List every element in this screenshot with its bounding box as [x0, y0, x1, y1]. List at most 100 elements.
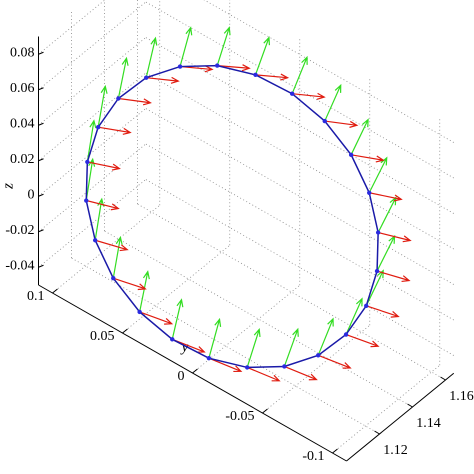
grid-line	[38, 143, 147, 233]
arrow	[118, 97, 152, 106]
arrow	[87, 161, 121, 171]
x-tick	[374, 430, 380, 435]
arrow	[145, 36, 158, 78]
curve-point	[215, 63, 220, 68]
z-tick	[38, 264, 44, 268]
y-tick	[332, 448, 338, 454]
curve-point	[348, 152, 354, 158]
y-axis-label: y	[180, 339, 189, 355]
z-tick	[38, 122, 44, 126]
arrow	[246, 366, 281, 382]
curve-point	[322, 118, 327, 124]
y-tick	[262, 408, 268, 414]
arrow	[208, 317, 222, 359]
x-tick	[407, 403, 413, 408]
arrow	[217, 64, 251, 72]
grid-line	[332, 364, 441, 454]
arrow	[98, 126, 132, 135]
arrow	[324, 83, 342, 122]
y-tick	[122, 328, 128, 334]
arrow	[171, 298, 184, 340]
arrow	[351, 154, 385, 163]
curve-point	[170, 337, 175, 342]
grid-line	[104, 230, 413, 408]
z-tick-label: 0.02	[10, 152, 35, 167]
z-tick	[38, 87, 44, 91]
arrow	[139, 311, 174, 325]
arrow	[376, 270, 411, 283]
curve-point	[85, 159, 90, 165]
arrow	[369, 192, 403, 202]
curve-point	[282, 364, 287, 369]
arrow	[317, 354, 352, 369]
x-tick	[440, 376, 446, 381]
arrow	[377, 196, 397, 233]
grid-line	[38, 0, 106, 55]
y-tick-label: 0.1	[27, 289, 45, 304]
y-tick-label: 0	[178, 369, 185, 384]
arrow	[246, 327, 261, 368]
arrow	[283, 327, 299, 367]
arrow	[95, 239, 129, 252]
arrow	[97, 84, 108, 128]
curve-point	[92, 238, 98, 243]
arrow	[179, 26, 193, 67]
grid-line	[38, 1, 147, 91]
curve-point	[137, 309, 142, 315]
curve-point	[364, 303, 369, 309]
curve-point	[206, 355, 212, 361]
arrow	[317, 317, 334, 356]
grid-line	[38, 108, 147, 197]
x-tick-label: 1.16	[449, 389, 474, 404]
z-axis-label: z	[0, 183, 16, 190]
z-tick-label: -0.04	[5, 258, 34, 273]
grid-line	[262, 324, 371, 414]
arrow	[376, 234, 396, 272]
x-tick-label: 1.14	[416, 416, 441, 431]
y-tick-label: -0.05	[225, 409, 254, 424]
x-axis-line	[346, 372, 455, 462]
curve-point	[374, 268, 380, 274]
grid-line	[145, 108, 454, 285]
z-tick	[38, 51, 44, 55]
arrow	[345, 297, 363, 335]
arrow	[85, 157, 96, 201]
curve-point	[253, 72, 258, 78]
arrow	[365, 269, 384, 307]
curve-point	[343, 332, 349, 337]
arrow	[350, 118, 369, 156]
arrow	[324, 120, 359, 128]
curve-point	[244, 365, 250, 370]
y-tick	[192, 368, 198, 374]
arrow	[254, 36, 271, 76]
y-tick-label: 0.05	[90, 329, 115, 344]
z-tick-label: 0.08	[10, 45, 35, 60]
arrow	[208, 357, 243, 373]
arrow	[368, 156, 388, 194]
arrow	[86, 199, 120, 211]
arrow	[94, 197, 105, 241]
x-tick-label: 1.12	[383, 443, 408, 458]
curve-point	[111, 275, 116, 281]
arrow	[117, 56, 129, 99]
arrow	[112, 235, 123, 279]
grid-line	[52, 204, 161, 294]
arrow	[113, 277, 147, 291]
arrow	[255, 73, 290, 81]
curve-point	[116, 96, 121, 101]
z-tick-label: 0.04	[10, 116, 35, 131]
curve-point	[367, 190, 372, 195]
curve-point	[144, 75, 149, 80]
curve-point	[375, 230, 381, 235]
curve-point	[316, 353, 321, 358]
curve-point	[95, 124, 101, 130]
arrow	[139, 270, 150, 313]
z-tick-label: -0.02	[5, 223, 34, 238]
arrow	[216, 26, 231, 66]
arrow	[366, 305, 400, 318]
curve-point	[84, 198, 89, 203]
curve-point	[289, 91, 295, 96]
curve-point	[177, 64, 183, 69]
z-tick	[38, 193, 44, 197]
